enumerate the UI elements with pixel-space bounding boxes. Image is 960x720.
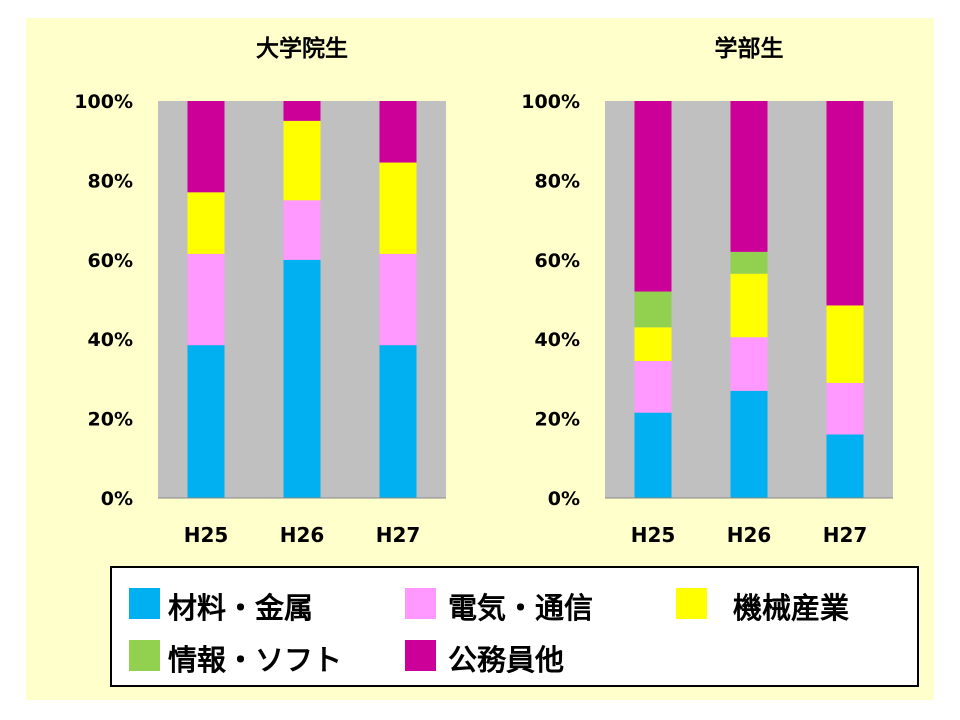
bar-segment (379, 101, 417, 163)
bar-segment (826, 382, 864, 435)
bar-segment (730, 390, 768, 498)
bar-segment (283, 101, 321, 121)
y-tick-label: 20% (88, 409, 133, 431)
bar-segment (730, 273, 768, 338)
legend-swatch (129, 588, 160, 619)
bar-segment (826, 101, 864, 306)
bar-segment (379, 162, 417, 254)
legend-label: 情報・ソフト (168, 643, 342, 677)
bar-segment (187, 101, 225, 193)
legend-label: 電気・通信 (448, 591, 593, 625)
x-tick-label: H26 (280, 523, 325, 547)
y-tick-label: 100% (521, 91, 580, 113)
x-tick-label: H25 (631, 523, 676, 547)
bar-segment (283, 120, 321, 201)
bar-segment (187, 345, 225, 498)
y-tick-label: 40% (88, 329, 133, 351)
bar-segment (730, 101, 768, 252)
bar-segment (379, 345, 417, 498)
legend-label: 機械産業 (733, 591, 849, 625)
x-tick-label: H26 (727, 523, 772, 547)
legend-swatch (676, 588, 707, 619)
y-tick-label: 20% (535, 409, 580, 431)
chart-panel-2: 学部生 0% 20% 40% 60% 80% 100% H25 H26 H27 (521, 35, 893, 547)
legend-box (110, 566, 919, 687)
legend-swatch (129, 640, 160, 671)
bar-segment (826, 434, 864, 498)
x-tick-label: H27 (823, 523, 868, 547)
chart-panel-1: 大学院生 0% 20% 40% 60% 80% 100% H25 H26 H27 (74, 35, 446, 547)
y-tick-label: 60% (88, 250, 133, 272)
y-tick-label: 0% (101, 488, 133, 510)
bar-segment (634, 101, 672, 292)
bar-segment (187, 253, 225, 346)
y-tick-label: 100% (74, 91, 133, 113)
y-tick-label: 80% (535, 170, 580, 192)
x-tick-label: H25 (184, 523, 229, 547)
bar-segment (283, 259, 321, 498)
y-tick-label: 60% (535, 250, 580, 272)
bar-segment (634, 291, 672, 328)
bar-segment (283, 200, 321, 260)
legend-label: 公務員他 (448, 643, 564, 677)
bar-segment (187, 192, 225, 254)
bar-segment (634, 327, 672, 362)
bar-segment (379, 253, 417, 346)
y-tick-label: 40% (535, 329, 580, 351)
y-tick-label: 0% (548, 488, 580, 510)
bar-segment (634, 412, 672, 498)
bar-segment (634, 361, 672, 413)
bar-segment (826, 305, 864, 383)
bar-segment (730, 251, 768, 274)
chart-title: 学部生 (715, 35, 784, 62)
y-tick-label: 80% (88, 170, 133, 192)
bar-segment (730, 337, 768, 391)
legend-swatch (405, 640, 436, 671)
x-tick-label: H27 (376, 523, 421, 547)
chart-title: 大学院生 (256, 35, 348, 62)
legend-swatch (405, 588, 436, 619)
legend-label: 材料・金属 (168, 591, 313, 625)
